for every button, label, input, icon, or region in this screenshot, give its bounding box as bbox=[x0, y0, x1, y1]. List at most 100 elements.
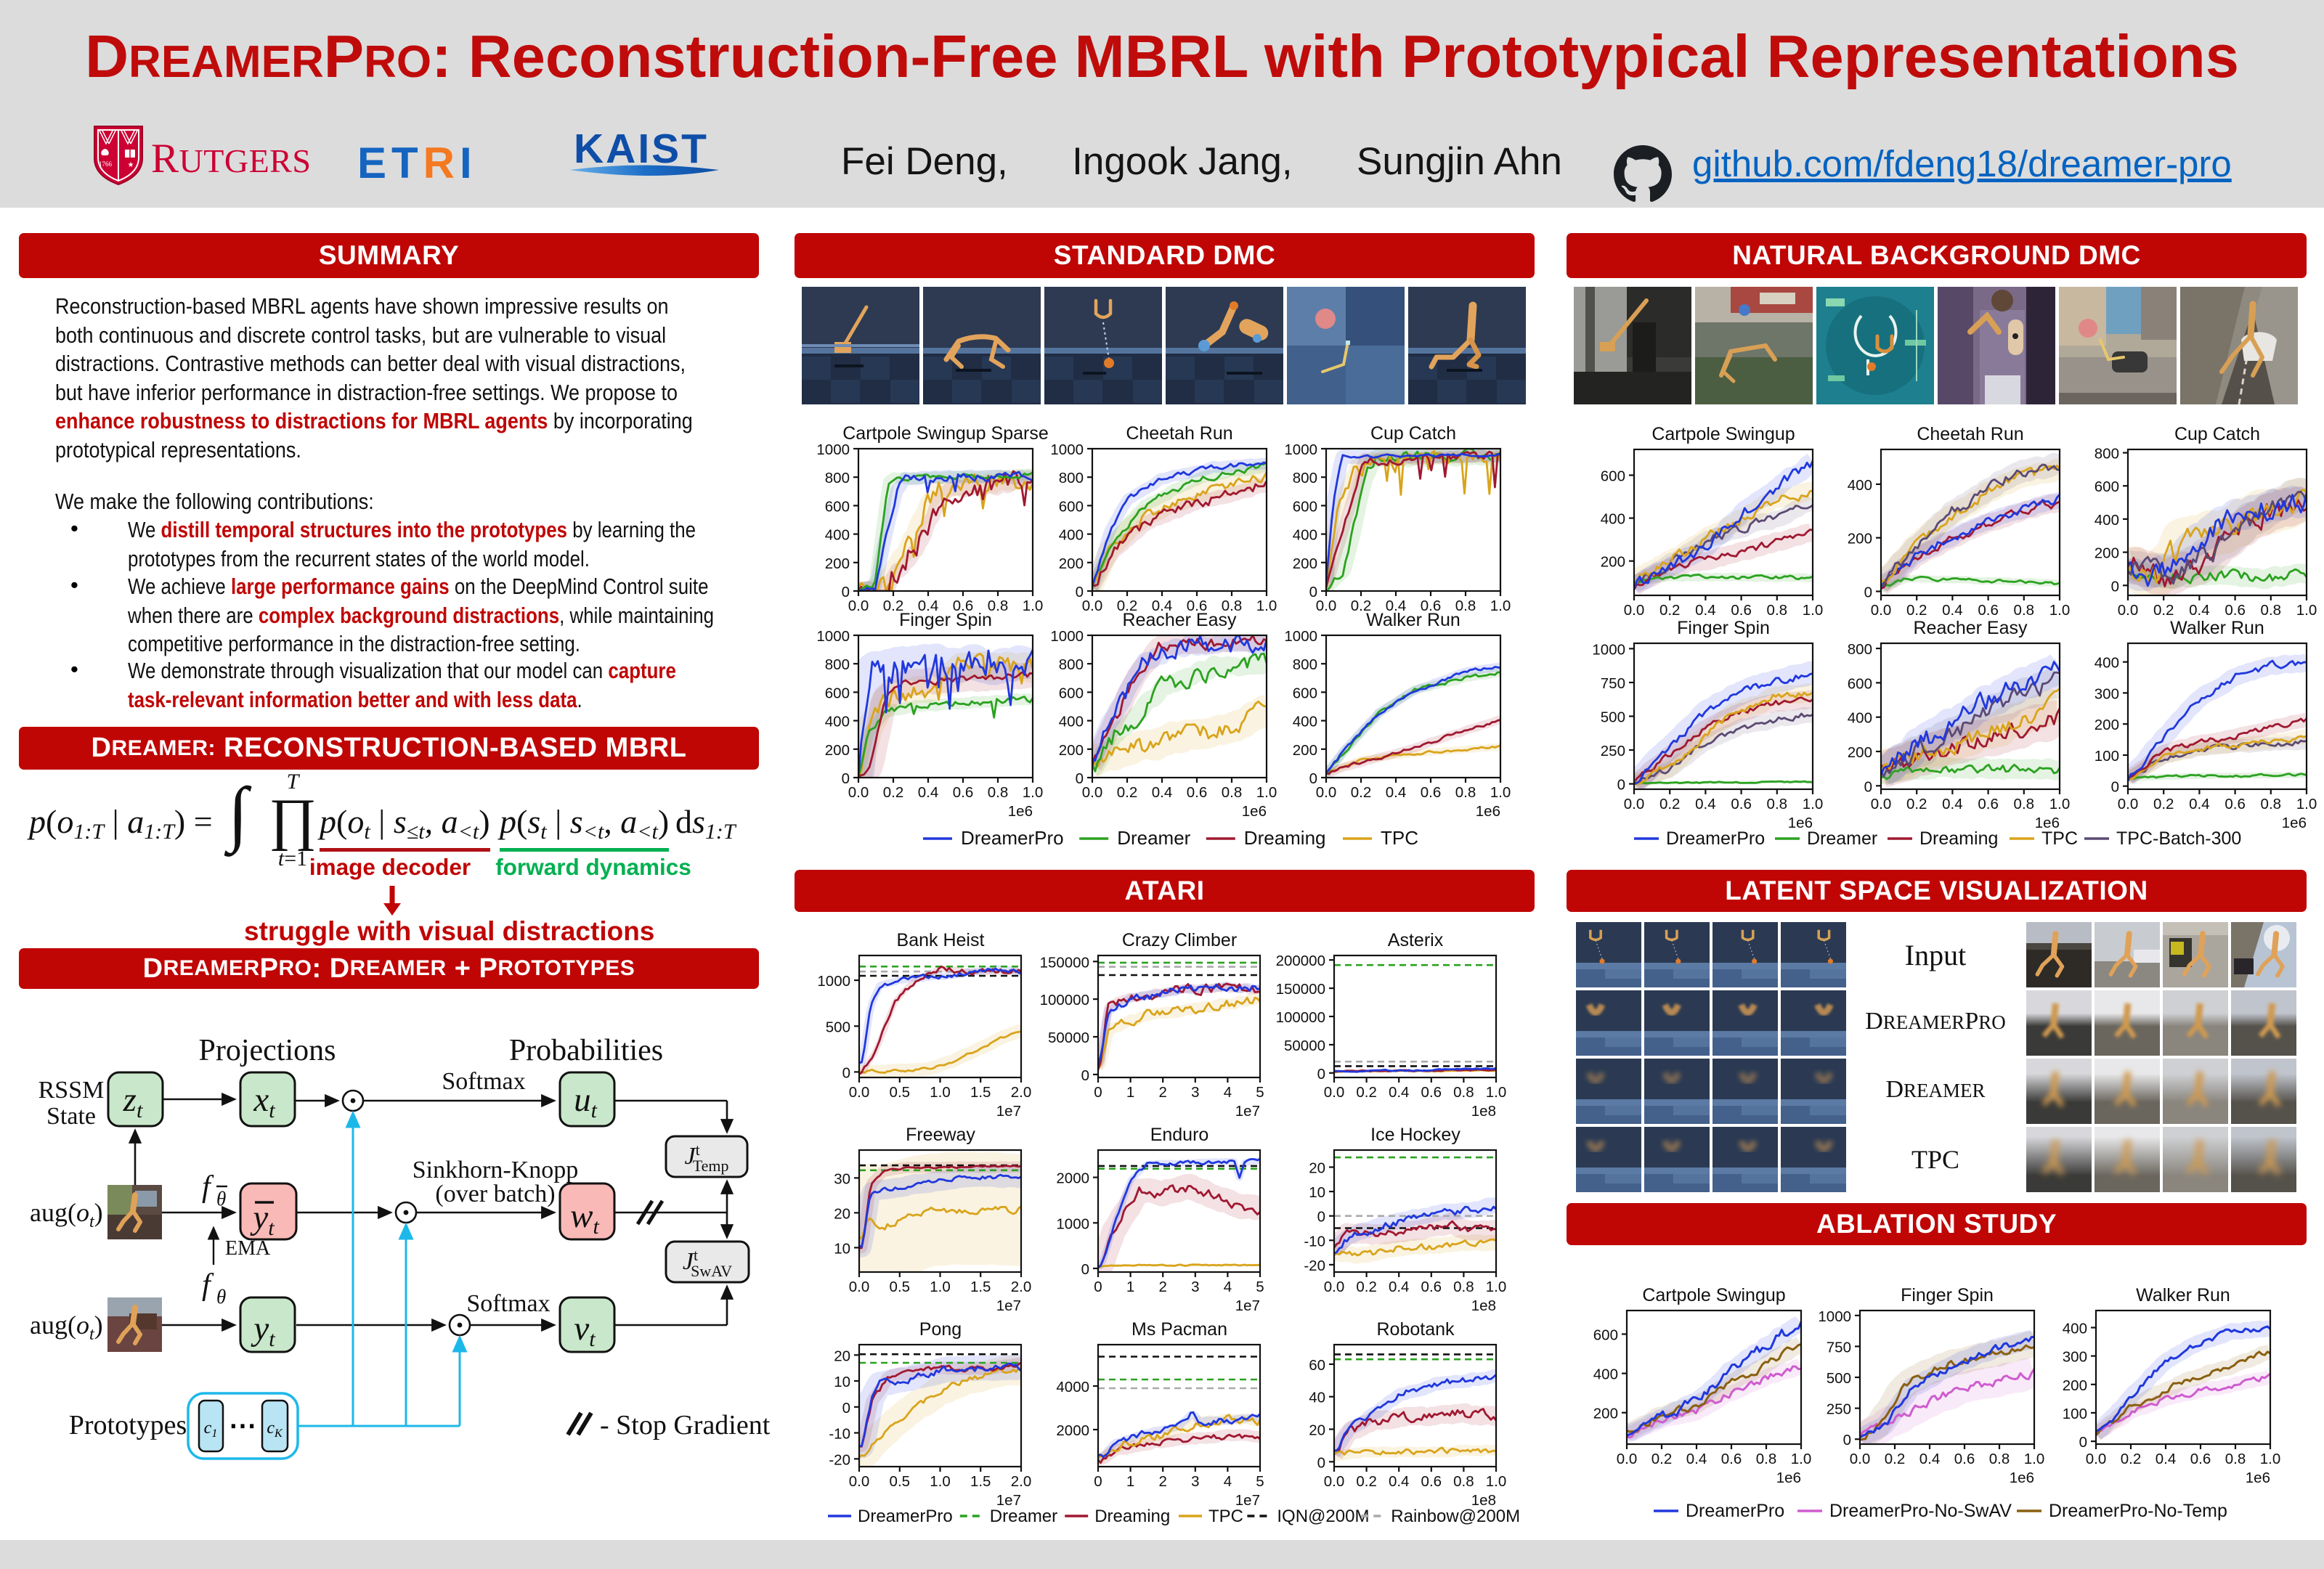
svg-text:100000: 100000 bbox=[1276, 1009, 1325, 1026]
svg-text:1.0: 1.0 bbox=[930, 1279, 951, 1295]
svg-text:1e6: 1e6 bbox=[1776, 1470, 1801, 1486]
svg-text:0.4: 0.4 bbox=[1389, 1279, 1410, 1295]
svg-text:0.0: 0.0 bbox=[849, 1279, 870, 1295]
svg-text:0: 0 bbox=[1843, 1432, 1851, 1448]
svg-text:600: 600 bbox=[1293, 498, 1317, 515]
svg-text:400: 400 bbox=[1059, 714, 1084, 730]
svg-text:2000: 2000 bbox=[1056, 1422, 1089, 1439]
svg-text:Softmax: Softmax bbox=[466, 1290, 550, 1317]
svg-text:400: 400 bbox=[1293, 714, 1317, 730]
svg-text:20: 20 bbox=[1309, 1160, 1325, 1177]
svg-text:Reacher Easy: Reacher Easy bbox=[1913, 618, 2028, 638]
svg-text:200: 200 bbox=[1059, 555, 1084, 572]
svg-text:2: 2 bbox=[1158, 1473, 1166, 1490]
svg-text:Pong: Pong bbox=[919, 1319, 962, 1340]
svg-text:1000: 1000 bbox=[1592, 641, 1625, 658]
svg-text:1: 1 bbox=[1126, 1279, 1134, 1295]
svg-text:1e6: 1e6 bbox=[1008, 803, 1033, 820]
svg-text:Cartpole Swingup Sparse: Cartpole Swingup Sparse bbox=[842, 423, 1049, 444]
svg-text:0.6: 0.6 bbox=[1421, 1084, 1442, 1101]
svg-text:750: 750 bbox=[1601, 675, 1625, 692]
svg-text:1: 1 bbox=[1126, 1084, 1134, 1101]
svg-text:150000: 150000 bbox=[1040, 954, 1089, 971]
svg-text:2: 2 bbox=[1158, 1084, 1166, 1101]
svg-text:0.6: 0.6 bbox=[1721, 1451, 1742, 1467]
svg-text:1e8: 1e8 bbox=[1471, 1492, 1496, 1509]
svg-text:0.2: 0.2 bbox=[1351, 784, 1372, 801]
svg-text:0.0: 0.0 bbox=[1324, 1473, 1345, 1490]
svg-text:0.8: 0.8 bbox=[1767, 602, 1788, 619]
svg-text:0.6: 0.6 bbox=[1978, 796, 1999, 812]
svg-text:0.6: 0.6 bbox=[953, 784, 974, 801]
svg-text:Asterix: Asterix bbox=[1388, 930, 1444, 950]
svg-text:0.6: 0.6 bbox=[1421, 784, 1442, 801]
svg-text:1.0: 1.0 bbox=[930, 1473, 951, 1490]
svg-text:0.6: 0.6 bbox=[1421, 1473, 1442, 1490]
svg-text:50000: 50000 bbox=[1284, 1038, 1325, 1054]
svg-text:200: 200 bbox=[1848, 744, 1872, 761]
svg-text:1.0: 1.0 bbox=[1023, 598, 1044, 614]
svg-text:θ: θ bbox=[216, 1286, 226, 1308]
svg-text:1.5: 1.5 bbox=[970, 1473, 991, 1490]
svg-text:0.0: 0.0 bbox=[849, 1473, 870, 1490]
svg-text:0: 0 bbox=[1317, 1454, 1325, 1471]
svg-text:0.4: 0.4 bbox=[1942, 602, 1963, 619]
svg-text:600: 600 bbox=[1848, 675, 1872, 692]
svg-text:400: 400 bbox=[2095, 512, 2119, 529]
svg-text:Robotank: Robotank bbox=[1376, 1319, 1455, 1340]
svg-text:0.8: 0.8 bbox=[988, 598, 1009, 614]
svg-text:600: 600 bbox=[825, 685, 850, 701]
svg-text:1e7: 1e7 bbox=[1235, 1492, 1260, 1509]
svg-text:Finger Spin: Finger Spin bbox=[1901, 1285, 1994, 1305]
svg-text:0: 0 bbox=[1094, 1084, 1102, 1101]
svg-text:0.4: 0.4 bbox=[918, 598, 939, 614]
svg-text:0: 0 bbox=[842, 584, 850, 600]
svg-text:60: 60 bbox=[1309, 1357, 1325, 1374]
svg-text:0.6: 0.6 bbox=[1421, 1279, 1442, 1295]
svg-text:0.6: 0.6 bbox=[1187, 784, 1208, 801]
svg-text:1000: 1000 bbox=[817, 973, 850, 990]
svg-text:1.0: 1.0 bbox=[1486, 1084, 1507, 1101]
svg-text:θ: θ bbox=[216, 1188, 226, 1210]
svg-text:(over batch): (over batch) bbox=[435, 1181, 555, 1207]
svg-text:Ms Pacman: Ms Pacman bbox=[1131, 1319, 1227, 1340]
svg-text:0.8: 0.8 bbox=[1222, 784, 1243, 801]
svg-text:0.2: 0.2 bbox=[1651, 1451, 1673, 1467]
svg-text:800: 800 bbox=[1059, 656, 1084, 673]
svg-text:0.0: 0.0 bbox=[1871, 796, 1892, 812]
svg-text:400: 400 bbox=[1293, 527, 1317, 544]
svg-text:0.0: 0.0 bbox=[848, 598, 869, 614]
svg-text:0.2: 0.2 bbox=[1356, 1084, 1377, 1101]
svg-text:aug(ot): aug(ot) bbox=[30, 1311, 103, 1344]
svg-text:1.0: 1.0 bbox=[1803, 796, 1824, 812]
svg-text:0.2: 0.2 bbox=[1659, 796, 1681, 812]
svg-text:1e6: 1e6 bbox=[1476, 803, 1500, 820]
svg-text:0.0: 0.0 bbox=[2118, 602, 2139, 619]
svg-text:⋯: ⋯ bbox=[229, 1411, 256, 1441]
svg-text:0.4: 0.4 bbox=[1919, 1451, 1941, 1467]
svg-text:0.4: 0.4 bbox=[1686, 1451, 1707, 1467]
svg-text:0.0: 0.0 bbox=[1082, 598, 1103, 614]
svg-text:Projections: Projections bbox=[199, 1034, 336, 1067]
svg-text:Walker Run: Walker Run bbox=[2136, 1285, 2230, 1305]
svg-text:0.4: 0.4 bbox=[918, 784, 939, 801]
svg-text:0: 0 bbox=[2111, 578, 2119, 595]
svg-text:1.0: 1.0 bbox=[2296, 602, 2317, 619]
svg-text:1000: 1000 bbox=[816, 628, 850, 645]
svg-text:0.8: 0.8 bbox=[1222, 598, 1243, 614]
svg-text:0.6: 0.6 bbox=[2225, 602, 2246, 619]
svg-text:500: 500 bbox=[1827, 1370, 1851, 1387]
svg-text:3: 3 bbox=[1191, 1473, 1199, 1490]
svg-text:0.8: 0.8 bbox=[2225, 1451, 2246, 1467]
svg-text:400: 400 bbox=[2095, 655, 2119, 672]
svg-text:600: 600 bbox=[1601, 468, 1625, 485]
svg-text:Dreaming: Dreaming bbox=[1244, 827, 1326, 849]
svg-text:40: 40 bbox=[1309, 1390, 1325, 1406]
svg-text:0.2: 0.2 bbox=[883, 784, 904, 801]
svg-text:1.0: 1.0 bbox=[930, 1084, 951, 1101]
svg-text:0.6: 0.6 bbox=[1731, 602, 1752, 619]
svg-text:1000: 1000 bbox=[1284, 441, 1317, 458]
svg-text:0: 0 bbox=[1309, 770, 1317, 787]
svg-text:0.0: 0.0 bbox=[1316, 598, 1337, 614]
svg-text:0.2: 0.2 bbox=[1356, 1279, 1377, 1295]
